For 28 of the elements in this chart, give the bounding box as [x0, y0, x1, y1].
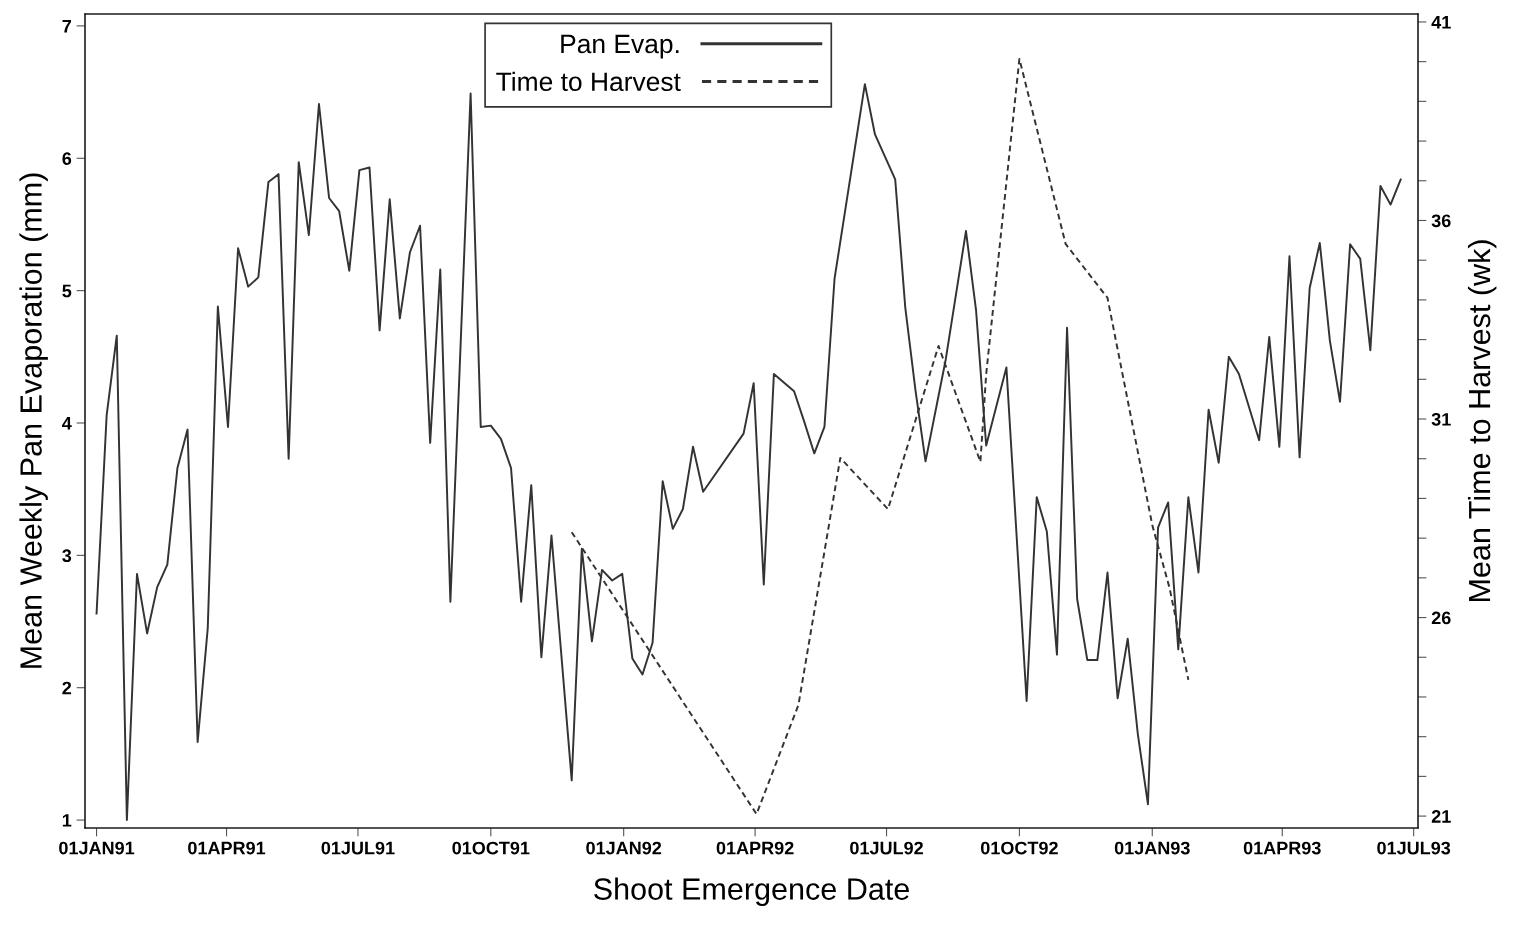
x-tick-label: 01JAN92	[586, 841, 662, 855]
y2-axis-title: Mean Time to Harvest (wk)	[1467, 240, 1497, 602]
legend-label: Pan Evap.	[561, 34, 679, 59]
y-tick-label: 6	[62, 152, 72, 165]
y-axis-title: Mean Weekly Pan Evaporation (mm)	[19, 173, 48, 668]
y2-tick-label: 21	[1431, 810, 1451, 823]
x-tick-label: 01JUL92	[850, 841, 923, 855]
x-axis-title: Shoot Emergence Date	[594, 877, 909, 906]
x-tick-label: 01JAN91	[59, 841, 135, 855]
y2-tick-label: 36	[1431, 214, 1451, 228]
y2-tick-label: 31	[1431, 412, 1451, 426]
y-tick-label: 3	[62, 549, 72, 563]
y-tick-label: 5	[62, 284, 72, 298]
x-tick-label: 01APR92	[716, 841, 794, 855]
x-tick-label: 01JAN93	[1114, 841, 1190, 855]
y-tick-label: 1	[62, 814, 72, 827]
y2-tick-label: 41	[1431, 16, 1451, 29]
x-tick-label: 01JUL91	[321, 841, 395, 855]
y-tick-label: 4	[62, 417, 72, 430]
x-tick-label: 01OCT91	[452, 841, 530, 855]
y-tick-label: 2	[62, 681, 72, 695]
x-tick-label: 01OCT92	[980, 841, 1058, 855]
x-tick-label: 01APR91	[188, 841, 266, 855]
x-tick-label: 01APR93	[1243, 841, 1321, 855]
y2-tick-label: 26	[1431, 611, 1451, 625]
y-tick-label: 7	[62, 20, 72, 33]
legend-label: Time to Harvest	[496, 71, 681, 92]
x-tick-label: 01JUL93	[1377, 841, 1451, 855]
